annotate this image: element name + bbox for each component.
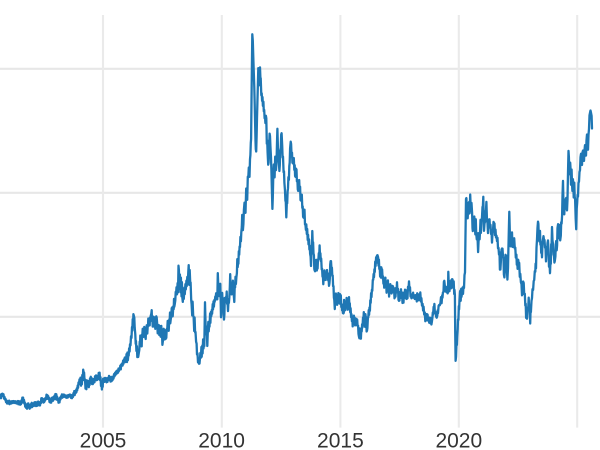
svg-text:2005: 2005 (80, 430, 127, 450)
svg-text:2010: 2010 (198, 430, 245, 450)
svg-text:2020: 2020 (435, 430, 482, 450)
svg-text:2015: 2015 (317, 430, 364, 450)
